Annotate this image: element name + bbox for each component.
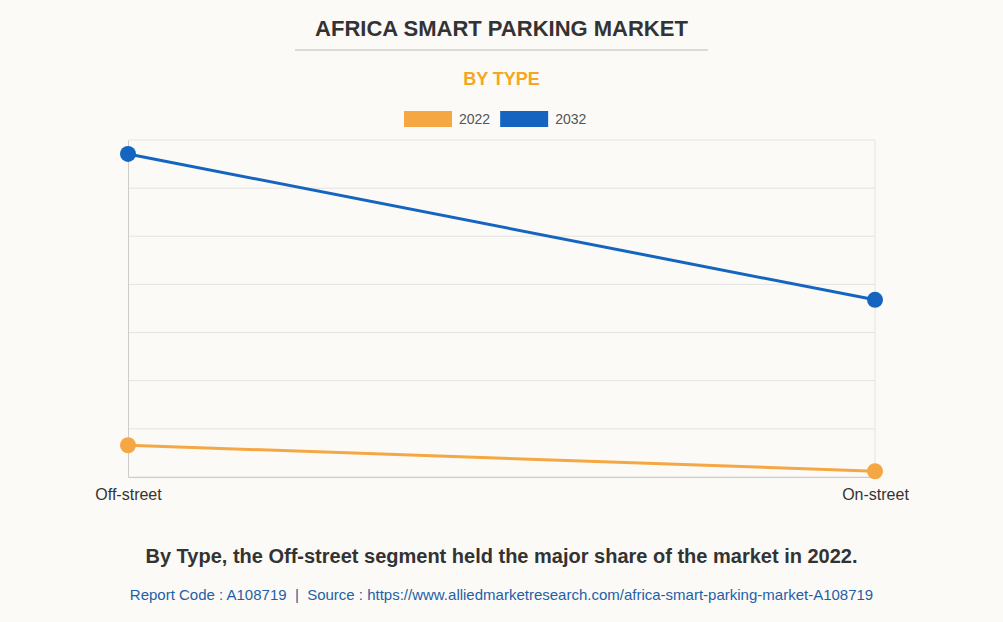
y-axis-line bbox=[128, 141, 129, 478]
y-axis bbox=[128, 141, 130, 478]
x-tick: On-street bbox=[842, 477, 909, 503]
caption: By Type, the Off-street segment held the… bbox=[145, 545, 857, 567]
series-marker bbox=[120, 437, 136, 453]
legend: 2022 2032 bbox=[404, 111, 587, 127]
series-marker bbox=[867, 463, 883, 479]
legend-label: 2032 bbox=[555, 111, 586, 127]
series-line bbox=[128, 445, 875, 471]
x-axis-line bbox=[129, 477, 876, 478]
grid-line bbox=[128, 428, 875, 429]
legend-label: 2022 bbox=[459, 111, 490, 127]
series-marker bbox=[120, 146, 136, 162]
series-marker bbox=[867, 292, 883, 308]
legend-swatch bbox=[404, 111, 452, 127]
subtitle: BY TYPE bbox=[463, 69, 540, 89]
chart: AFRICA SMART PARKING MARKETBY TYPE202220… bbox=[0, 0, 1003, 622]
background bbox=[0, 0, 1003, 622]
grid-line bbox=[128, 140, 875, 141]
x-axis: Off-street On-street bbox=[95, 477, 909, 503]
grid-line bbox=[128, 236, 875, 237]
source: Report Code : A108719 | Source : https:/… bbox=[130, 586, 873, 603]
x-tick: Off-street bbox=[95, 477, 162, 503]
legend-swatch bbox=[500, 111, 548, 127]
x-tick-label: Off-street bbox=[95, 486, 162, 503]
grid-line bbox=[128, 380, 875, 381]
title: AFRICA SMART PARKING MARKET bbox=[315, 16, 688, 41]
x-tick-label: On-street bbox=[842, 486, 909, 503]
plot-area bbox=[120, 146, 883, 479]
grid bbox=[128, 140, 875, 477]
grid-line bbox=[128, 477, 875, 478]
series-line bbox=[128, 154, 875, 300]
title-rule bbox=[295, 50, 708, 51]
grid-line bbox=[128, 332, 875, 333]
plot-frame bbox=[875, 140, 876, 477]
grid-line bbox=[128, 284, 875, 285]
grid-line bbox=[128, 188, 875, 189]
